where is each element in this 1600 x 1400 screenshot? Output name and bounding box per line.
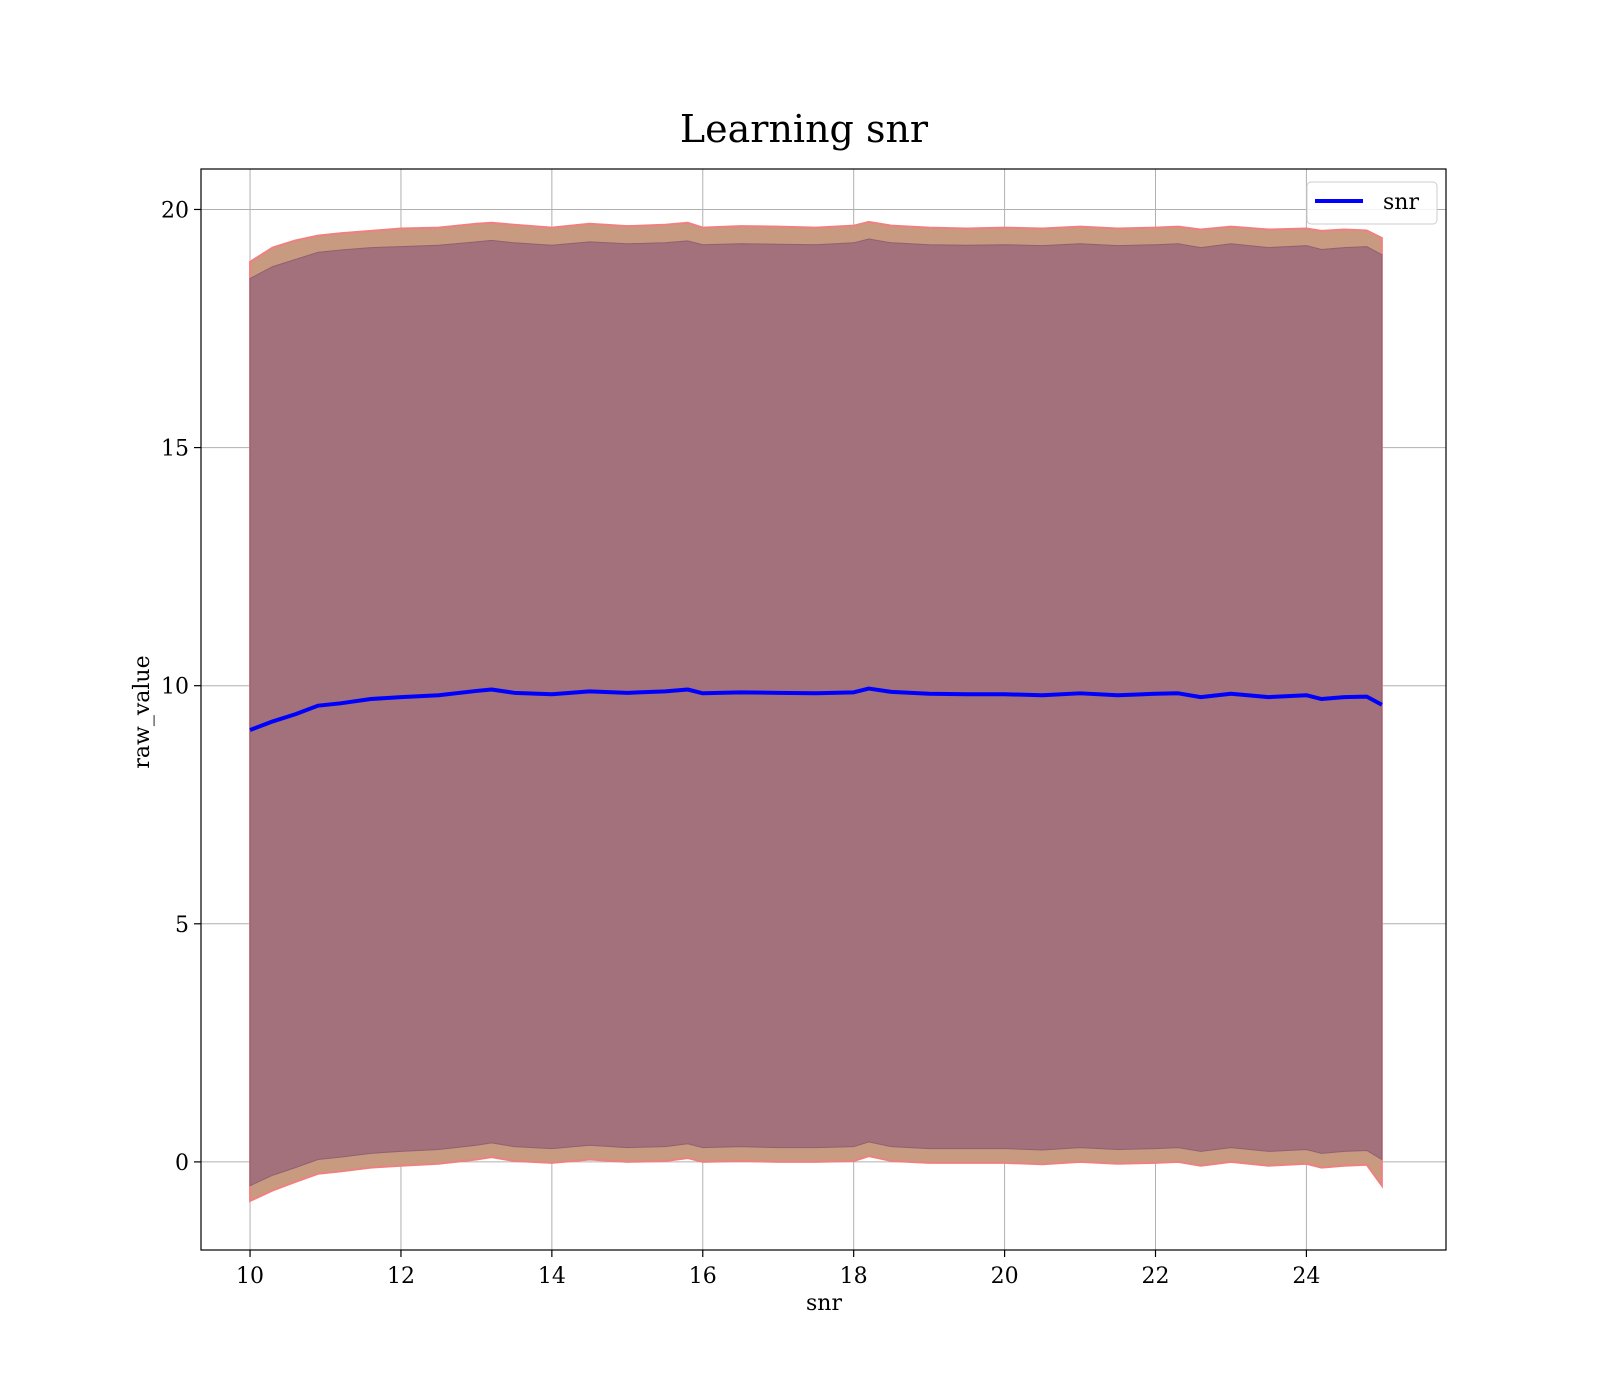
y-tick-label: 0 [175,1151,189,1176]
x-tick-label: 20 [991,1264,1019,1289]
inner-confidence-band [249,238,1383,1187]
plot-frame [200,168,1447,1251]
y-tick-label: 20 [161,198,189,223]
series-line-snr [249,686,1383,732]
x-tick-label: 14 [538,1264,566,1289]
line-layer [249,686,1383,732]
band-layer [249,220,1383,1203]
x-tick-label: 18 [840,1264,868,1289]
chart-title: Learning snr [680,107,929,151]
x-tick-label: 24 [1292,1264,1320,1289]
x-tick-label: 12 [387,1264,415,1289]
legend: snr [1306,181,1438,225]
legend-entry-snr: snr [1383,190,1419,215]
y-axis-label: raw_value [130,655,155,768]
x-tick-label: 16 [689,1264,717,1289]
tick-layer: 10 12 14 16 18 20 22 24 0 5 10 15 20 [161,198,1320,1289]
x-tick-label: 10 [236,1264,264,1289]
x-axis-label: snr [806,1291,842,1316]
y-tick-label: 15 [161,437,189,462]
y-tick-label: 5 [175,913,189,938]
y-tick-label: 10 [161,675,189,700]
x-tick-label: 22 [1142,1264,1170,1289]
legend-box [1306,181,1438,225]
